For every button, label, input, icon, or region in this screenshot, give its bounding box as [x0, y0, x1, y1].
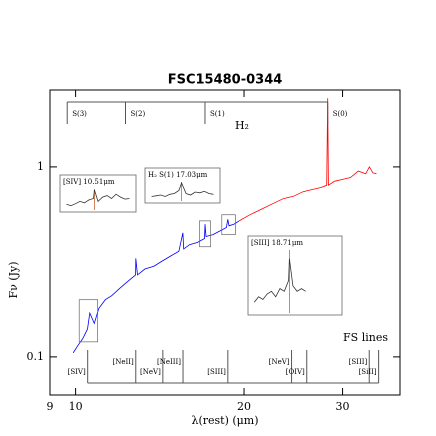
x-tick-label: 30 [336, 400, 350, 413]
inset-label: [SIII] 18.71μm [251, 239, 303, 247]
fs-line-label: [NeII] [113, 358, 135, 366]
h2-line-label: S(3) [72, 110, 87, 118]
spectrum [238, 98, 377, 222]
y-axis-label: Fν (Jy) [7, 261, 20, 298]
fs-label: FS lines [343, 331, 388, 344]
spectrum [151, 181, 214, 197]
y-tick-label: 0.1 [27, 350, 45, 363]
inset-label: [SIV] 10.51μm [63, 178, 115, 186]
fs-line-label: [NeIII] [157, 358, 181, 366]
zoom-box [78, 299, 99, 343]
h2-line-label: S(0) [333, 110, 348, 118]
h2-label: H₂ [235, 119, 249, 132]
fs-line-label: [NeV] [269, 358, 290, 366]
x-axis-label: λ(rest) (μm) [191, 414, 258, 427]
fs-line-label: [OIV] [286, 368, 305, 376]
x-tick-label: 9 [47, 400, 54, 413]
x-tick-label: 20 [237, 400, 251, 413]
spectrum [72, 219, 240, 354]
chart-title: FSC15480-0344 [168, 73, 283, 88]
fs-line-label: [SiII] [359, 368, 377, 376]
inset-frame [247, 235, 343, 316]
y-tick-label: 1 [37, 160, 44, 173]
inset-frame [59, 174, 137, 213]
fs-line-label: [NeV] [140, 368, 161, 376]
x-tick-label: 10 [69, 400, 83, 413]
zoom-box [221, 214, 236, 235]
h2-line-label: S(2) [131, 110, 146, 118]
fs-line-label: [SIII] [349, 358, 368, 366]
h2-line-label: S(1) [210, 110, 225, 118]
spectrum [66, 189, 130, 207]
spectrum [253, 258, 306, 303]
inset-label: H₂ S(1) 17.03μm [148, 171, 208, 179]
fs-line-label: [SIV] [68, 368, 86, 376]
plot-frame [49, 89, 401, 396]
zoom-box [199, 220, 211, 248]
fs-line-label: [SIII] [207, 368, 226, 376]
